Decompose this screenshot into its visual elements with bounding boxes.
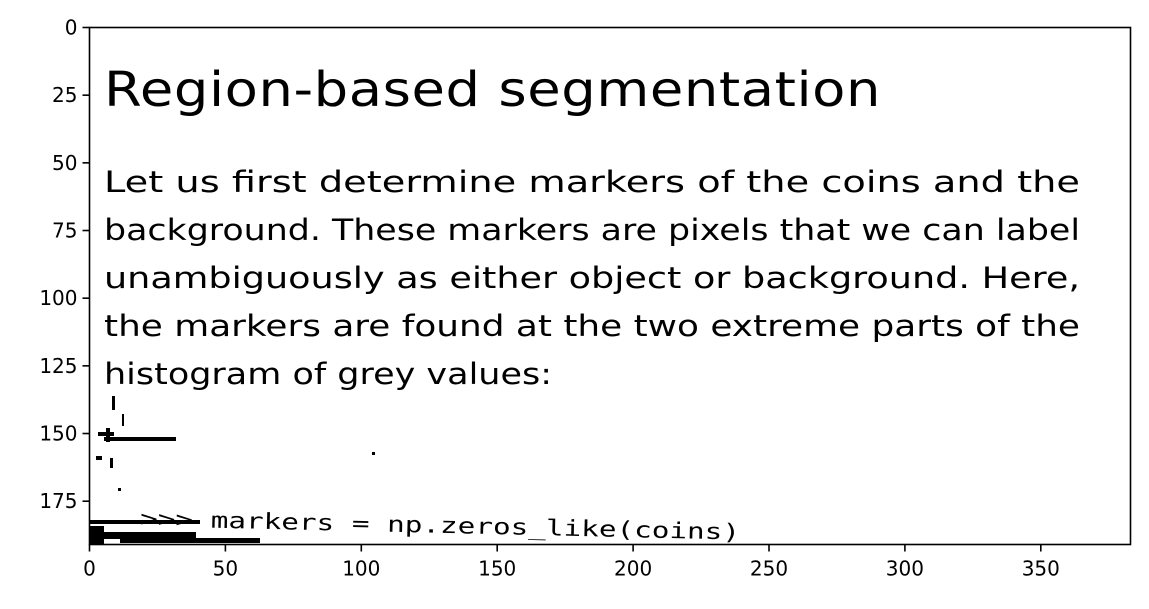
y-tick-label: 125 [39, 354, 77, 378]
noise-artifacts [90, 396, 375, 544]
y-tick-label: 150 [39, 422, 77, 446]
paragraph-line-5: histogram of grey values: [104, 357, 552, 391]
y-tick-label: 25 [52, 83, 77, 107]
x-axis: 0 50 100 150 200 250 300 350 [83, 544, 1060, 581]
y-tick-label: 100 [39, 286, 77, 310]
image-title: Region-based segmentation [104, 62, 881, 118]
y-tick-label: 50 [52, 151, 77, 175]
x-tick-label: 0 [83, 557, 96, 581]
x-tick-label: 50 [213, 557, 238, 581]
axes-frame [88, 26, 1132, 546]
x-tick-label: 300 [886, 557, 924, 581]
x-tick-label: 250 [750, 557, 788, 581]
paragraph-line-1: Let us first determine markers of the co… [104, 165, 1080, 199]
paragraph-line-2: background. These markers are pixels tha… [104, 213, 1080, 247]
y-tick-label: 175 [39, 489, 77, 513]
x-tick-label: 200 [614, 557, 652, 581]
y-tick-label: 0 [65, 16, 78, 40]
y-tick-label: 75 [52, 219, 77, 243]
x-tick-label: 350 [1022, 557, 1060, 581]
y-axis: 0 25 50 75 100 125 150 175 [39, 16, 90, 513]
x-tick-label: 100 [342, 557, 380, 581]
paragraph-line-4: the markers are found at the two extreme… [104, 309, 1080, 343]
paragraph-line-3: unambiguously as either object or backgr… [104, 261, 1080, 295]
x-tick-label: 150 [478, 557, 516, 581]
